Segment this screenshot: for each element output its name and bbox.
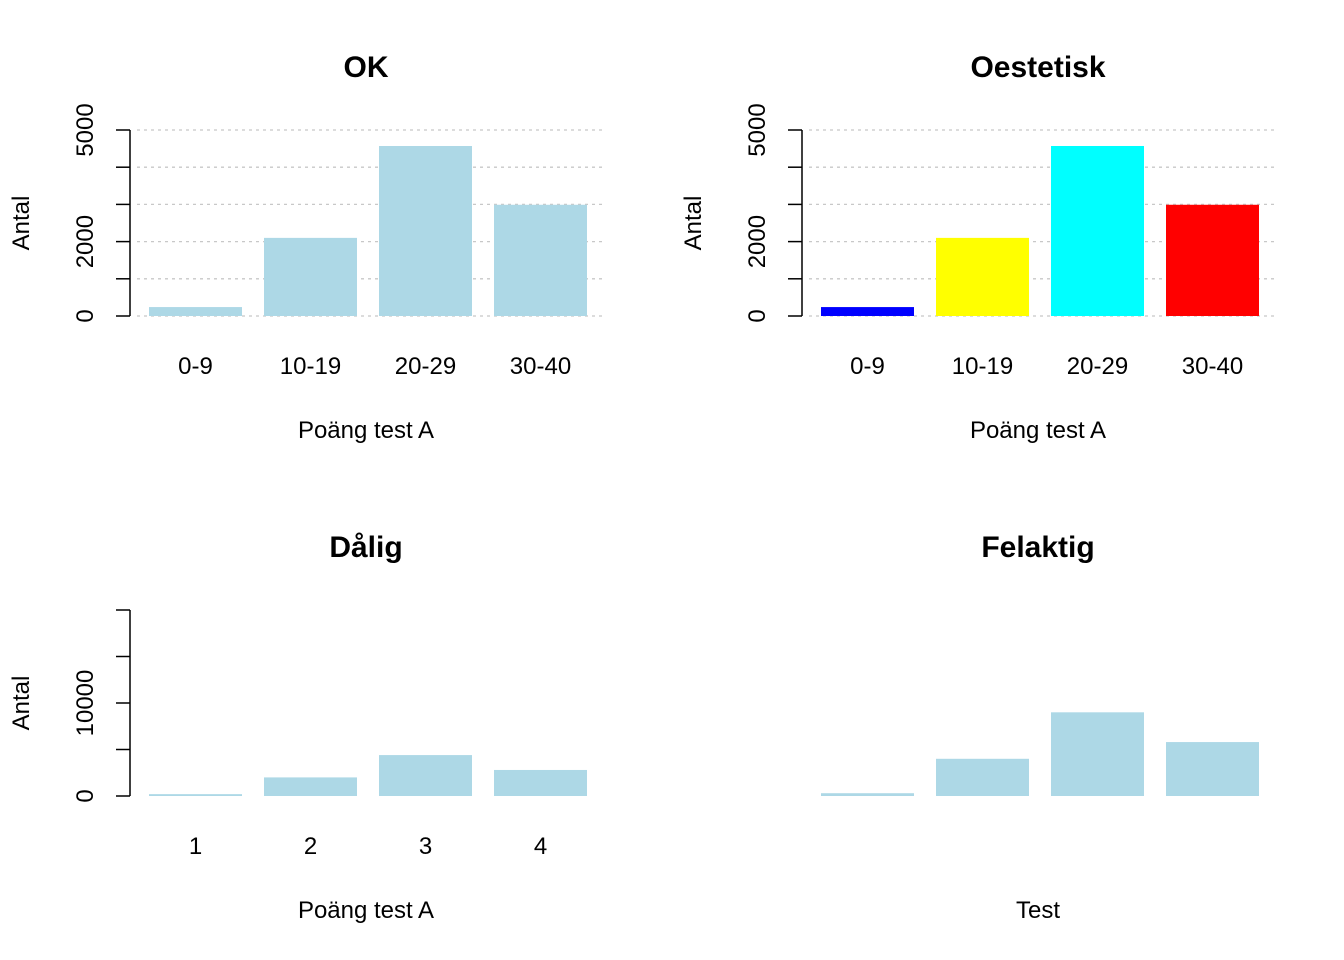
chart-panel-1: Oestetisk 0 2000 5000 0-9 10-19 20-29 30-40 Poän…	[680, 51, 1277, 444]
x-tick-label: 1	[189, 833, 202, 860]
bar	[1051, 145, 1144, 316]
bar	[264, 777, 357, 796]
y-tick-label: 2000	[72, 215, 99, 268]
x-tick-label: 20-29	[395, 353, 456, 380]
bar	[821, 307, 914, 316]
y-axis-label: Antal	[680, 196, 707, 251]
y-tick-label: 5000	[744, 103, 771, 156]
y-tick-label: 10000	[72, 670, 99, 737]
x-tick-label: 0-9	[178, 353, 213, 380]
x-tick-label: 4	[534, 833, 547, 860]
bar	[379, 145, 472, 316]
x-tick-label: 30-40	[1182, 353, 1243, 380]
x-tick-label: 2	[304, 833, 317, 860]
x-axis-label: Poäng test A	[970, 417, 1106, 444]
bar	[1166, 204, 1259, 316]
bar	[936, 758, 1029, 796]
y-tick-label: 2000	[744, 215, 771, 268]
chart-title: OK	[344, 51, 389, 84]
x-tick-label: 10-19	[952, 353, 1013, 380]
bar	[149, 794, 242, 796]
bar	[379, 755, 472, 796]
bar	[264, 237, 357, 316]
x-axis-label: Poäng test A	[298, 897, 434, 924]
x-axis-label: Poäng test A	[298, 417, 434, 444]
bar	[1166, 742, 1259, 796]
chart-title: Dålig	[329, 531, 402, 564]
bar	[149, 307, 242, 316]
bar	[821, 793, 914, 796]
y-axis-label: Antal	[8, 676, 35, 731]
bar	[1051, 712, 1144, 796]
chart-title: Oestetisk	[970, 51, 1105, 84]
x-tick-label: 10-19	[280, 353, 341, 380]
y-tick-label: 5000	[72, 103, 99, 156]
y-tick-label: 0	[72, 789, 99, 802]
chart-panel-2: Dålig 0 10000 1 2 3 4 Poäng test A Antal	[8, 531, 587, 924]
x-axis-label: Test	[1016, 897, 1060, 924]
x-tick-label: 0-9	[850, 353, 885, 380]
y-axis-label: Antal	[8, 196, 35, 251]
y-tick-label: 0	[72, 309, 99, 322]
x-tick-label: 3	[419, 833, 432, 860]
bar	[494, 769, 587, 796]
chart-panel-0: OK 0 2000 5000 0-9 10-19 20-29 30-40 Poäng test …	[8, 51, 605, 444]
x-tick-label: 30-40	[510, 353, 571, 380]
y-tick-label: 0	[744, 309, 771, 322]
chart-title: Felaktig	[981, 531, 1094, 564]
bar	[494, 204, 587, 316]
x-tick-label: 20-29	[1067, 353, 1128, 380]
bar	[936, 237, 1029, 316]
chart-panel-3: Felaktig Test	[821, 531, 1259, 924]
